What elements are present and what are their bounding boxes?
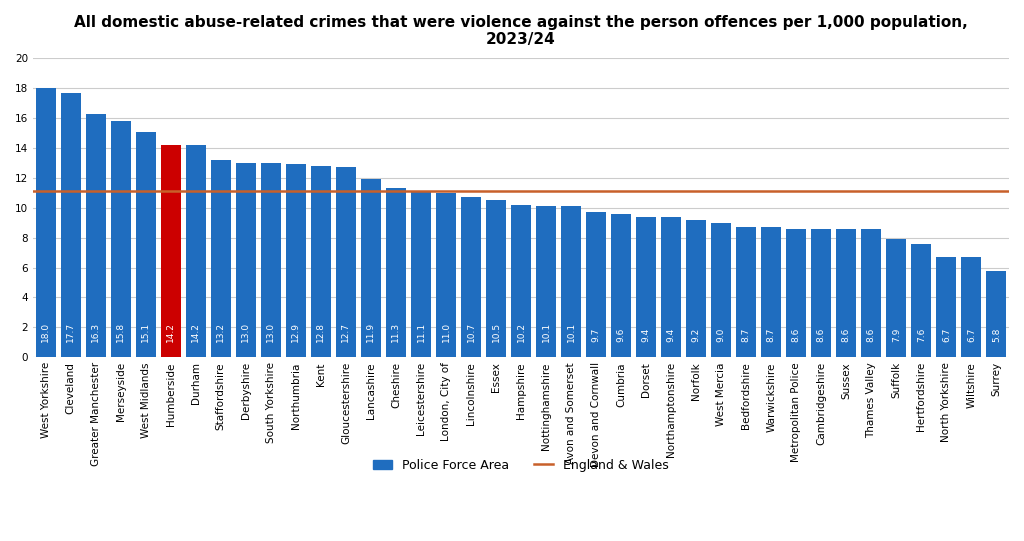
- Text: 9.0: 9.0: [717, 328, 726, 342]
- Text: 16.3: 16.3: [91, 322, 100, 342]
- Bar: [811, 229, 831, 357]
- Legend: Police Force Area, England & Wales: Police Force Area, England & Wales: [369, 453, 674, 477]
- Text: 8.7: 8.7: [741, 328, 751, 342]
- Bar: [761, 227, 781, 357]
- Text: 7.9: 7.9: [892, 328, 901, 342]
- Bar: [111, 121, 131, 357]
- Bar: [586, 212, 606, 357]
- Bar: [511, 205, 531, 357]
- Bar: [662, 217, 681, 357]
- Bar: [185, 145, 206, 357]
- Bar: [461, 197, 481, 357]
- Text: 9.4: 9.4: [667, 328, 676, 342]
- Text: 7.6: 7.6: [916, 328, 926, 342]
- Bar: [936, 257, 956, 357]
- Text: 11.0: 11.0: [441, 322, 451, 342]
- Bar: [887, 239, 906, 357]
- Text: 12.7: 12.7: [341, 322, 350, 342]
- Text: 8.6: 8.6: [867, 328, 876, 342]
- Bar: [386, 188, 406, 357]
- Bar: [561, 206, 581, 357]
- Text: 10.1: 10.1: [542, 322, 551, 342]
- Bar: [136, 131, 156, 357]
- Bar: [736, 227, 757, 357]
- Text: 10.1: 10.1: [566, 322, 575, 342]
- Bar: [286, 164, 306, 357]
- Text: 10.7: 10.7: [467, 322, 475, 342]
- Bar: [537, 206, 556, 357]
- Text: 18.0: 18.0: [41, 322, 50, 342]
- Bar: [611, 214, 631, 357]
- Bar: [36, 88, 55, 357]
- Bar: [161, 145, 181, 357]
- Text: 8.6: 8.6: [817, 328, 825, 342]
- Bar: [911, 243, 932, 357]
- Text: 17.7: 17.7: [67, 322, 75, 342]
- Text: 14.2: 14.2: [166, 322, 175, 342]
- Bar: [60, 93, 81, 357]
- Bar: [411, 192, 431, 357]
- Bar: [436, 193, 456, 357]
- Bar: [861, 229, 882, 357]
- Bar: [686, 220, 707, 357]
- Bar: [236, 163, 256, 357]
- Bar: [786, 229, 806, 357]
- Text: 12.9: 12.9: [292, 322, 300, 342]
- Title: All domestic abuse-related crimes that were violence against the person offences: All domestic abuse-related crimes that w…: [74, 15, 968, 48]
- Text: 8.6: 8.6: [842, 328, 851, 342]
- Text: 10.5: 10.5: [492, 322, 501, 342]
- Bar: [336, 167, 356, 357]
- Bar: [311, 166, 331, 357]
- Text: 15.8: 15.8: [116, 322, 125, 342]
- Text: 9.6: 9.6: [616, 328, 626, 342]
- Text: 6.7: 6.7: [967, 328, 976, 342]
- Text: 10.2: 10.2: [516, 322, 525, 342]
- Text: 6.7: 6.7: [942, 328, 951, 342]
- Bar: [986, 270, 1007, 357]
- Bar: [360, 180, 381, 357]
- Bar: [261, 163, 281, 357]
- Bar: [636, 217, 656, 357]
- Text: 9.4: 9.4: [642, 328, 650, 342]
- Bar: [86, 114, 105, 357]
- Text: 8.7: 8.7: [767, 328, 776, 342]
- Text: 8.6: 8.6: [792, 328, 801, 342]
- Text: 15.1: 15.1: [141, 322, 151, 342]
- Text: 14.2: 14.2: [191, 322, 201, 342]
- Text: 13.0: 13.0: [242, 322, 250, 342]
- Text: 5.8: 5.8: [992, 328, 1001, 342]
- Bar: [837, 229, 856, 357]
- Bar: [486, 200, 506, 357]
- Bar: [211, 160, 230, 357]
- Text: 12.8: 12.8: [316, 322, 326, 342]
- Text: 11.3: 11.3: [391, 322, 400, 342]
- Text: 13.0: 13.0: [266, 322, 275, 342]
- Bar: [962, 257, 981, 357]
- Text: 11.1: 11.1: [417, 322, 425, 342]
- Text: 9.7: 9.7: [592, 328, 601, 342]
- Text: 9.2: 9.2: [692, 328, 700, 342]
- Bar: [712, 223, 731, 357]
- Text: 13.2: 13.2: [216, 322, 225, 342]
- Text: 11.9: 11.9: [367, 322, 376, 342]
